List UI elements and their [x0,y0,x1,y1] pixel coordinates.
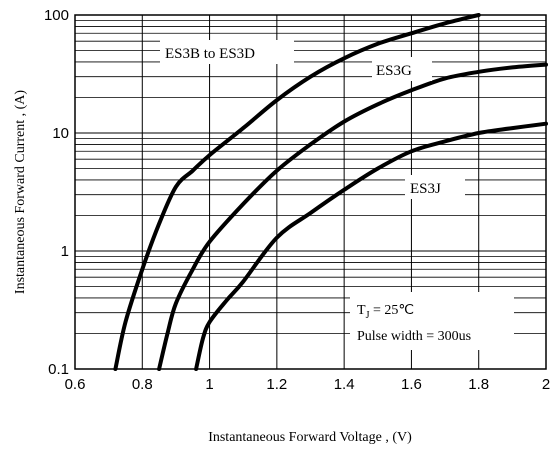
label-bg-es3g [372,57,432,81]
y-tick-label: 100 [44,7,69,24]
y-axis-title: Instantaneous Forward Current , (A) [13,90,28,294]
annotation-box [350,292,514,350]
x-tick-label: 0.6 [65,376,86,393]
x-tick-label: 1.2 [266,376,287,393]
annotation-pulse-width: Pulse width = 300us [357,329,471,344]
grid-lines [75,15,546,369]
plot-frame [74,14,547,370]
x-tick-label: 1.4 [334,376,355,393]
label-bg-es3j [405,175,465,199]
curves-layer [113,13,548,371]
x-tick-label: 1.8 [468,376,489,393]
curve-series-0 [113,13,481,371]
y-tick-label: 10 [52,125,69,142]
x-tick-label: 2 [542,376,550,393]
annotation-tj: TJ = 25℃ [357,303,414,321]
curve-series-1 [157,62,548,371]
curve-series-2 [194,121,548,371]
x-tick-label: 1.6 [401,376,422,393]
x-tick-label: 1 [205,376,213,393]
curve-label-es3j: ES3J [410,181,441,197]
y-tick-labels: 0.1 1 10 100 [44,7,69,378]
x-tick-label: 0.8 [132,376,153,393]
y-tick-label: 1 [61,243,69,260]
x-tick-labels: 0.6 0.8 1 1.2 1.4 1.6 1.8 2 [65,376,551,393]
curve-label-es3b-es3d: ES3B to ES3D [165,46,255,62]
x-axis-title: Instantaneous Forward Voltage , (V) [208,430,412,445]
curve-label-es3g: ES3G [376,63,412,79]
label-bg-es3b-es3d [160,40,294,64]
y-tick-label: 0.1 [48,361,69,378]
